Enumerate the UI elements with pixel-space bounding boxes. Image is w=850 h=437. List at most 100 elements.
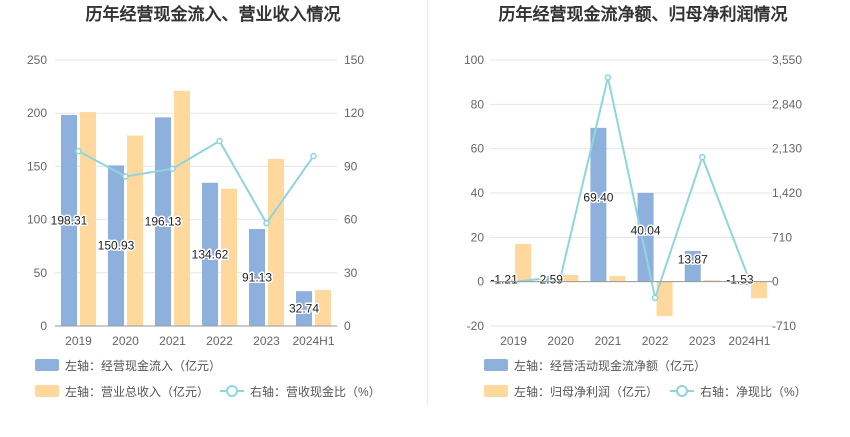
right-axis-tick-label: 2,840 xyxy=(772,97,802,111)
x-axis-tick-label: 2019 xyxy=(500,334,527,348)
ratio-line-point[interactable] xyxy=(169,165,176,172)
x-axis-tick-label: 2024H1 xyxy=(292,334,334,348)
x-axis-tick-label: 2019 xyxy=(65,334,92,348)
legend-swatch-ratio-line[interactable] xyxy=(220,385,244,397)
x-axis-tick-label: 2024H1 xyxy=(728,334,770,348)
legend-swatch-revenue[interactable] xyxy=(35,385,59,397)
bar-net-profit[interactable] xyxy=(656,281,673,317)
x-axis-tick-label: 2023 xyxy=(689,334,716,348)
bar-cash-inflow[interactable] xyxy=(249,229,265,326)
bar-data-label: 69.40 xyxy=(583,191,613,205)
x-axis-tick-label: 2023 xyxy=(253,334,280,348)
right-axis-tick-label: 120 xyxy=(344,106,364,120)
x-axis-tick-label: 2021 xyxy=(159,334,186,348)
ratio-line xyxy=(78,139,315,226)
x-axis-tick-label: 2022 xyxy=(206,334,233,348)
ratio-line-point[interactable] xyxy=(310,152,317,160)
ratio-line-point[interactable] xyxy=(75,147,82,155)
bar-cash-inflow[interactable] xyxy=(202,182,218,326)
left-axis-tick-label: -20 xyxy=(467,319,485,333)
legend-label-net-profit[interactable]: 左轴：归母净利润（亿元） xyxy=(514,384,658,399)
bar-net-profit[interactable] xyxy=(750,281,767,299)
left-axis-tick-label: 80 xyxy=(471,97,485,111)
ratio-line xyxy=(513,77,751,302)
left-axis-tick-label: 50 xyxy=(34,266,48,280)
right-axis-tick-label: 2,130 xyxy=(772,142,802,156)
bar-net-cash-flow[interactable] xyxy=(637,192,654,282)
chart-title: 历年经营现金流净额、归母净利润情况 xyxy=(499,4,788,24)
net-cash-flow-profit-chart: 历年经营现金流净额、归母净利润情况 -1.21 2.59 69.40 40.04 13.… xyxy=(464,4,807,399)
bar-net-cash-flow[interactable] xyxy=(731,281,748,286)
left-axis-tick-label: 60 xyxy=(471,142,485,156)
bar-data-label: 196.13 xyxy=(145,215,182,229)
bar-net-profit[interactable] xyxy=(703,280,720,282)
bar-data-label: -1.21 xyxy=(490,273,518,287)
legend-label-net-cash-flow[interactable]: 左轴：经营活动现金流净额（亿元） xyxy=(514,358,706,373)
right-axis-tick-label: 3,550 xyxy=(772,53,802,67)
bar-cash-inflow[interactable] xyxy=(296,291,312,326)
right-axis-tick-label: 150 xyxy=(344,53,364,67)
left-axis-tick-label: 100 xyxy=(464,53,484,67)
left-axis-tick-label: 0 xyxy=(40,319,47,333)
left-axis-tick-label: 0 xyxy=(477,275,484,289)
right-axis-tick-label: 30 xyxy=(344,266,358,280)
left-axis-tick-label: 40 xyxy=(471,186,485,200)
ratio-line-point[interactable] xyxy=(651,294,659,302)
x-axis-tick-label: 2020 xyxy=(112,334,139,348)
ratio-line-point[interactable] xyxy=(604,74,612,81)
right-axis-tick-label: 710 xyxy=(772,230,792,244)
ratio-line-point[interactable] xyxy=(263,219,270,227)
bar-data-label: -1.53 xyxy=(726,273,754,287)
x-axis-tick-label: 2020 xyxy=(547,334,574,348)
right-axis-tick-label: 60 xyxy=(344,213,358,227)
bar-data-label: 2.59 xyxy=(540,273,564,287)
bar-data-label: 13.87 xyxy=(678,252,708,266)
right-axis-tick-label: 90 xyxy=(344,159,358,173)
ratio-line-point[interactable] xyxy=(557,273,564,280)
bar-net-cash-flow[interactable] xyxy=(496,281,513,285)
bar-data-label: 198.31 xyxy=(51,213,88,227)
left-axis-tick-label: 150 xyxy=(27,159,47,173)
right-axis-tick-label: 0 xyxy=(772,275,779,289)
bar-revenue[interactable] xyxy=(315,289,331,326)
bar-data-label: 150.93 xyxy=(98,239,135,253)
legend-swatch-cash-inflow[interactable] xyxy=(35,359,59,371)
legend-swatch-net-cash-flow[interactable] xyxy=(484,359,508,371)
x-axis-tick-label: 2021 xyxy=(595,334,622,348)
left-axis-tick-label: 100 xyxy=(27,213,47,227)
legend-label-cash-inflow[interactable]: 左轴：经营现金流入（亿元） xyxy=(65,358,221,373)
bar-cash-inflow[interactable] xyxy=(61,114,77,326)
bar-revenue[interactable] xyxy=(127,135,143,326)
bar-data-label: 32.74 xyxy=(289,302,319,316)
bar-data-label: 134.62 xyxy=(192,247,229,261)
bar-revenue[interactable] xyxy=(268,158,284,326)
legend-label-ratio[interactable]: 右轴：营收现金比（%） xyxy=(250,384,381,399)
legend-swatch-net-cash-ratio-line[interactable] xyxy=(670,385,694,397)
chart-title: 历年经营现金流入、营业收入情况 xyxy=(86,4,341,24)
right-axis-tick-label: 0 xyxy=(344,319,351,333)
bar-net-cash-flow[interactable] xyxy=(543,275,560,282)
legend-label-revenue[interactable]: 左轴：营业总收入（亿元） xyxy=(65,384,209,399)
right-axis-tick-label: 1,420 xyxy=(772,186,802,200)
bar-revenue[interactable] xyxy=(221,188,237,326)
bar-net-profit[interactable] xyxy=(515,243,532,282)
left-axis-tick-label: 20 xyxy=(471,230,485,244)
bar-net-profit[interactable] xyxy=(609,276,626,282)
bar-net-cash-flow[interactable] xyxy=(684,250,701,282)
left-axis-tick-label: 250 xyxy=(27,53,47,67)
ratio-line-point[interactable] xyxy=(699,153,706,161)
bar-revenue[interactable] xyxy=(174,90,190,326)
ratio-line-point[interactable] xyxy=(122,173,129,180)
right-axis-tick-label: -710 xyxy=(772,319,796,333)
bar-net-cash-flow[interactable] xyxy=(590,127,607,282)
bar-revenue[interactable] xyxy=(80,112,96,326)
legend-label-net-cash-ratio[interactable]: 右轴：净现比（%） xyxy=(700,384,807,399)
ratio-line-point[interactable] xyxy=(216,137,223,145)
x-axis-tick-label: 2022 xyxy=(642,334,669,348)
bar-data-label: 91.13 xyxy=(242,271,272,285)
bar-cash-inflow[interactable] xyxy=(108,165,124,326)
legend-swatch-net-profit[interactable] xyxy=(484,385,508,397)
chart-divider xyxy=(427,0,428,405)
cash-inflow-revenue-chart: 历年经营现金流入、营业收入情况 198.31 150.93 196.13 134.62… xyxy=(27,4,381,399)
bar-net-profit[interactable] xyxy=(562,275,579,282)
